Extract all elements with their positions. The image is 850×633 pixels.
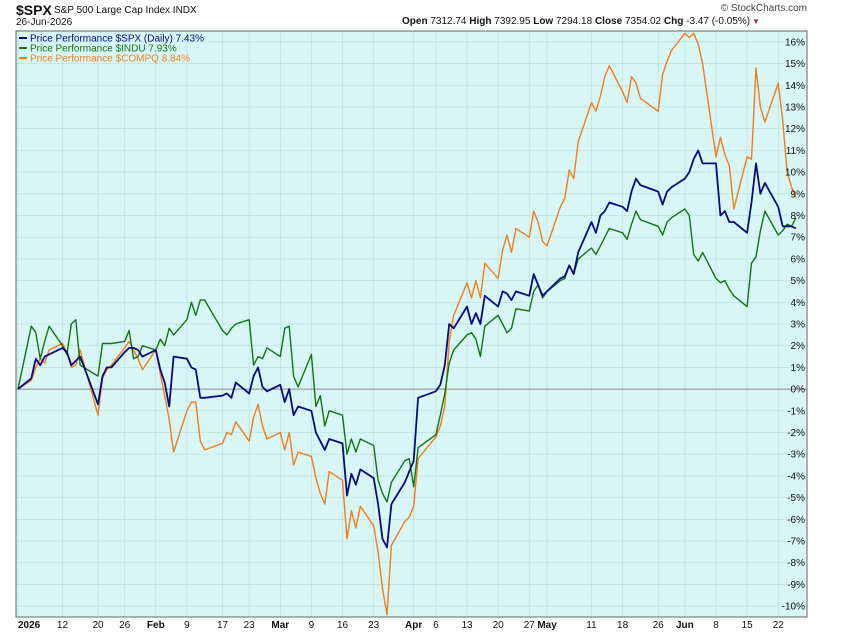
- x-axis-labels: 2026 12 20 26 Feb 9 17 23 Mar 9 16 23 Apr 6 13 20 27 May 1…: [18, 620, 784, 631]
- x-tick-label: 17: [217, 620, 229, 631]
- y-tick-label: -8%: [787, 558, 805, 569]
- y-tick-label: -5%: [787, 493, 805, 504]
- x-tick-label: 6: [433, 620, 439, 631]
- series-lines: [17, 32, 797, 616]
- y-tick-label: 5%: [791, 276, 806, 287]
- x-tick-label: 27: [524, 620, 536, 631]
- high-value: 7392.95: [494, 16, 531, 27]
- x-tick-label: 9: [184, 620, 190, 631]
- ticker-symbol: $SPX: [16, 2, 52, 18]
- y-tick-label: 16%: [785, 37, 805, 48]
- close-value: 7354.02: [624, 16, 662, 27]
- x-tick-label: 13: [461, 620, 473, 631]
- y-tick-label: 14%: [785, 81, 805, 92]
- x-tick-label: 23: [244, 620, 256, 631]
- y-tick-label: -3%: [787, 450, 805, 461]
- close-label: Close: [594, 16, 623, 27]
- legend-label-compq: Price Performance $COMPQ 8.84%: [30, 54, 190, 65]
- x-tick-label: May: [537, 620, 557, 631]
- y-tick-label: 9%: [791, 189, 806, 200]
- legend-label-indu: Price Performance $INDU 7.93%: [30, 44, 177, 55]
- series-line-indu: [17, 208, 797, 503]
- y-tick-label: 10%: [785, 168, 805, 179]
- high-label: High: [469, 16, 492, 27]
- x-tick-label: Jun: [676, 620, 694, 631]
- open-label: Open: [402, 16, 428, 27]
- y-tick-label: 1%: [791, 363, 806, 374]
- x-tick-label: 2026: [18, 620, 41, 631]
- chg-label: Chg: [663, 16, 684, 27]
- y-tick-label: 12%: [785, 124, 805, 135]
- index-fullname: S&P 500 Large Cap Index: [54, 5, 171, 16]
- y-tick-label: 11%: [786, 146, 805, 157]
- x-tick-label: 12: [57, 620, 69, 631]
- x-tick-label: Mar: [271, 620, 289, 631]
- x-tick-label: 26: [119, 620, 131, 631]
- y-tick-label: -7%: [787, 537, 805, 548]
- y-tick-label: -2%: [787, 428, 805, 439]
- y-tick-label: -4%: [787, 471, 805, 482]
- y-tick-label: -6%: [787, 515, 805, 526]
- y-tick-label: 0%: [791, 385, 806, 396]
- x-tick-label: Apr: [405, 620, 422, 631]
- x-tick-label: 22: [773, 620, 785, 631]
- low-label: Low: [533, 16, 554, 27]
- down-arrow-icon: ▼: [752, 17, 760, 26]
- x-tick-label: 9: [309, 620, 315, 631]
- chart-date: 26-Jun-2026: [16, 17, 73, 28]
- x-tick-label: 18: [617, 620, 629, 631]
- y-tick-label: -1%: [787, 406, 805, 417]
- x-tick-label: 20: [493, 620, 505, 631]
- x-tick-label: 26: [653, 620, 665, 631]
- y-tick-label: -10%: [782, 602, 805, 613]
- y-tick-label: -9%: [787, 580, 805, 591]
- x-tick-label: 16: [337, 620, 349, 631]
- chart-header: $SPX S&P 500 Large Cap Index INDX 26-Jun…: [0, 0, 850, 30]
- chg-value: -3.47 (-0.05%): [686, 16, 751, 27]
- y-axis-labels: 16% 15% 14% 13% 12% 11% 10% 9% 8% 7% 6% 5% 4% 3% 2% 1% 0…: [782, 37, 805, 612]
- y-tick-label: 8%: [791, 211, 806, 222]
- gridlines: [16, 31, 807, 617]
- stockcharts-brand[interactable]: © StockCharts.com: [720, 3, 807, 14]
- legend: Price Performance $SPX (Daily) 7.43%Pric…: [19, 34, 204, 65]
- plot-border: [15, 30, 808, 618]
- open-value: 7312.74: [430, 16, 467, 27]
- series-line-spx: [17, 149, 797, 549]
- y-tick-label: 13%: [785, 102, 805, 113]
- y-tick-label: 2%: [791, 341, 806, 352]
- y-tick-label: 4%: [791, 298, 806, 309]
- index-name: S&P 500 Large Cap Index INDX: [54, 5, 197, 16]
- y-tick-label: 6%: [791, 254, 806, 265]
- y-tick-label: 7%: [791, 233, 806, 244]
- low-value: 7294.18: [556, 16, 593, 27]
- x-tick-label: 20: [92, 620, 104, 631]
- x-tick-label: 8: [713, 620, 719, 631]
- exchange: INDX: [172, 5, 197, 16]
- y-tick-label: 3%: [791, 320, 806, 331]
- ohlc-readout: Open 7312.74 High 7392.95 Low 7294.18 Cl…: [402, 16, 760, 27]
- x-tick-label: 23: [368, 620, 380, 631]
- legend-label-spx: Price Performance $SPX (Daily) 7.43%: [30, 34, 204, 45]
- x-tick-label: 11: [586, 620, 597, 631]
- x-tick-label: Feb: [147, 620, 165, 631]
- y-tick-label: 15%: [785, 59, 805, 70]
- x-tick-label: 15: [742, 620, 754, 631]
